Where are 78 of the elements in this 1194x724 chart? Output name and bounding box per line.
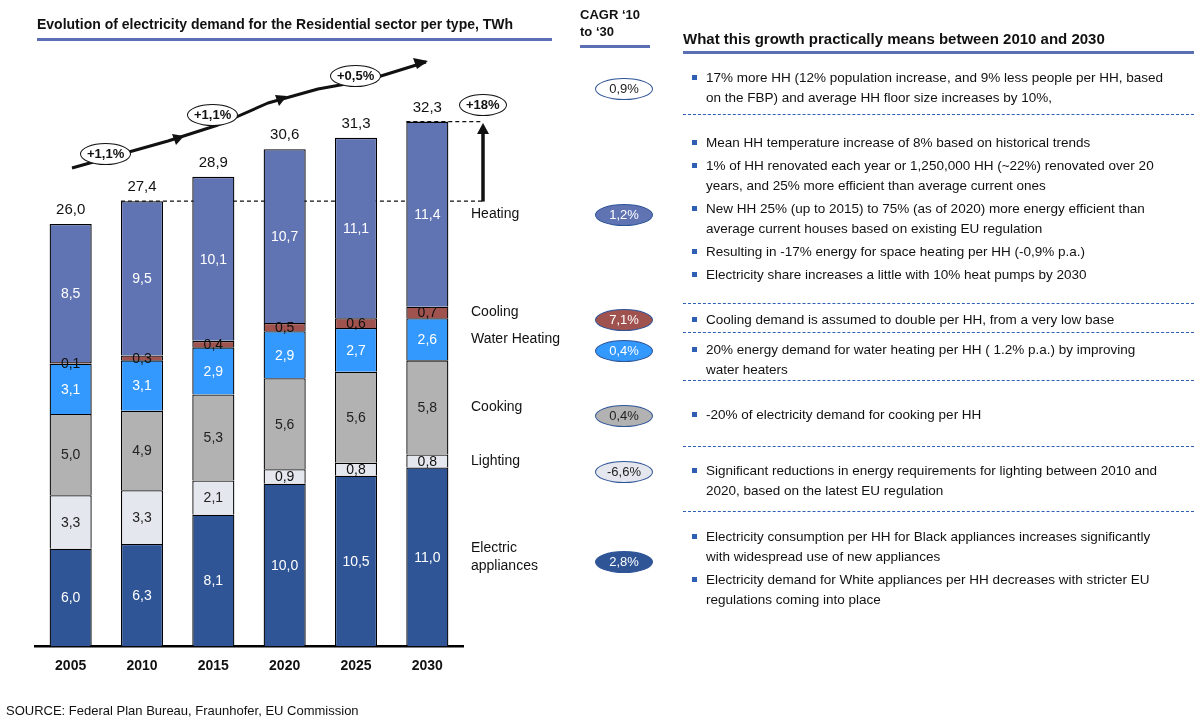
text: 0,4% <box>595 405 653 427</box>
data-label: 4,9 <box>132 442 152 459</box>
x-tick-label: 2025 <box>340 657 372 674</box>
data-label: 2,6 <box>417 331 438 348</box>
text: 2,8% <box>595 551 653 573</box>
data-label: 2,1 <box>203 489 224 506</box>
data-label: 11,1 <box>342 219 370 236</box>
text: 1,2% <box>595 204 653 226</box>
text: Resulting in -17% energy for space heating per HH (-0,9% p.a.) <box>706 243 1086 261</box>
x-tick-label: 2015 <box>197 657 230 674</box>
series-label: Lighting <box>471 451 521 468</box>
data-label: 5,6 <box>274 415 295 432</box>
data-label: 0,8 <box>417 452 438 469</box>
x-tick-label: 2030 <box>411 657 444 674</box>
total-label: 26,0 <box>56 200 86 218</box>
series-label: Cooling <box>471 303 519 320</box>
total-label: 28,9 <box>198 152 228 170</box>
data-label: 2,7 <box>346 341 366 358</box>
data-label: 10,5 <box>342 552 370 569</box>
text: 1% of HH renovated each year or 1,250,000 HH (~22%) renovated over 20 years, and 25% more efficient than average current ones <box>706 157 1155 195</box>
text: Electricity consumption per HH for Black appliances increases significantly with widespread use of new appliances <box>706 528 1152 566</box>
text: Mean HH temperature increase of 8% based on historical trends <box>706 134 1092 152</box>
text: 20% energy demand for water heating per HH ( 1.2% p.a.) by improving water heaters <box>706 341 1137 379</box>
data-label: 0,9 <box>274 468 295 485</box>
series-label: Cooking <box>471 398 523 415</box>
data-label: 3,1 <box>132 377 152 394</box>
data-label: 5,3 <box>203 429 224 446</box>
text: -20% of electricity demand for cooking per HH <box>706 406 983 424</box>
data-label: 3,3 <box>60 513 81 530</box>
text: 0,9% <box>595 78 653 100</box>
data-label: 0,7 <box>417 304 438 321</box>
annotation: +1,1% <box>187 104 239 126</box>
data-label: 10,7 <box>271 227 299 244</box>
total-label: 30,6 <box>270 125 300 143</box>
data-label: 11,4 <box>414 206 441 223</box>
data-label: 11,0 <box>414 548 441 565</box>
data-label: 6,3 <box>132 586 152 603</box>
data-label: 5,6 <box>346 409 366 426</box>
text: 7,1% <box>595 309 653 331</box>
text: Electricity demand for White appliances per HH decreases with stricter EU regulations coming into place <box>706 571 1151 609</box>
series-label: Water Heating <box>471 330 560 347</box>
annotation: +1,1% <box>80 143 132 165</box>
text: Significant reductions in energy requirements for lighting between 2010 and 2020, based on the latest EU regulation <box>706 462 1159 500</box>
data-label: 5,0 <box>60 446 81 463</box>
x-tick-label: 2010 <box>126 657 158 674</box>
data-label: 2,9 <box>274 346 295 363</box>
data-label: 0,6 <box>346 314 366 331</box>
total-label: 27,4 <box>127 177 157 195</box>
text: Electricity share increases a little with 10% heat pumps by 2030 <box>706 266 1088 284</box>
series-label: Electric appliances <box>471 538 538 573</box>
text: CAGR ‘10 to ‘30 <box>580 6 650 48</box>
x-tick-label: 2005 <box>55 657 87 674</box>
chart-title: Evolution of electricity demand for the Residential sector per type, TWh <box>37 16 552 41</box>
text: -6,6% <box>595 461 653 483</box>
data-label: 8,5 <box>60 284 81 301</box>
total-label: 32,3 <box>412 97 442 115</box>
series-label: Heating <box>471 205 520 222</box>
text: +18% <box>459 94 507 116</box>
text: New HH 25% (up to 2015) to 75% (as of 2020) more energy efficient than average current houses based on existing EU regulation <box>706 200 1146 238</box>
text: 17% more HH (12% population increase, and 9% less people per HH, based on the FBP) and average HH floor size increases by 10%, <box>706 69 1164 107</box>
x-tick-label: 2020 <box>269 657 301 674</box>
text: 0,4% <box>595 340 653 362</box>
data-label: 0,5 <box>274 318 295 335</box>
data-label: 8,1 <box>203 572 224 589</box>
data-label: 9,5 <box>132 270 152 287</box>
text: What this growth practically means between 2010 and 2030 <box>683 30 1194 54</box>
data-label: 10,1 <box>199 250 228 267</box>
source-note: SOURCE: Federal Plan Bureau, Fraunhofer, EU Commission <box>6 703 359 718</box>
data-label: 3,3 <box>132 508 152 525</box>
text: Cooling demand is assumed to double per HH, from a very low base <box>706 311 1116 329</box>
total-label: 31,3 <box>341 114 371 131</box>
data-label: 5,8 <box>417 399 438 416</box>
data-label: 3,1 <box>60 380 81 397</box>
data-label: 2,9 <box>203 362 224 379</box>
text: +0,5% <box>330 65 382 87</box>
data-label: 0,8 <box>346 461 366 478</box>
data-label: 6,0 <box>60 589 81 606</box>
data-label: 10,0 <box>271 556 299 573</box>
